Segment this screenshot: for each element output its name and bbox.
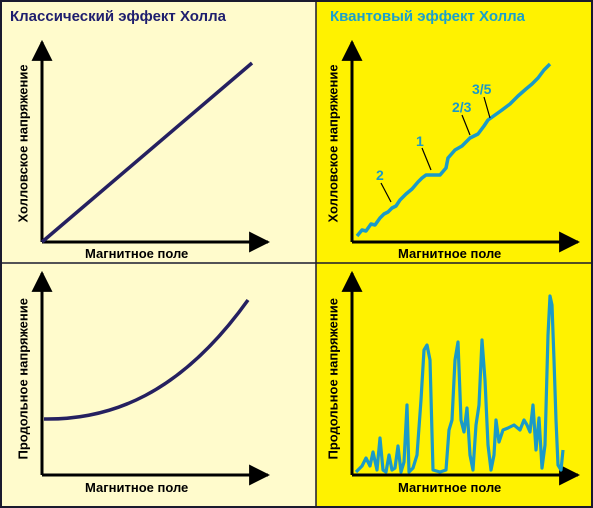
classic-longitudinal-y-label: Продольное напряжение — [15, 298, 31, 460]
plateau-leader-2-3 — [461, 114, 471, 136]
classic-hall-y-label: Холловское напряжение — [15, 64, 31, 223]
quantum-hall-y-label: Холловское напряжение — [325, 64, 341, 223]
classic-panel-background — [0, 0, 316, 508]
classic-hall-line — [40, 61, 254, 244]
plateau-label-1: 1 — [416, 133, 424, 149]
classic-longitudinal-x-label: Магнитное поле — [85, 480, 189, 495]
classic-hall-x-label: Магнитное поле — [85, 246, 189, 261]
plateau-leader-2 — [380, 182, 392, 203]
quantum-longitudinal-oscillation-curve — [354, 294, 565, 474]
quantum-panel-title: Квантовый эффект Холла — [330, 8, 526, 25]
classic-panel-title: Классический эффект Холла — [10, 8, 226, 25]
plateau-label-2: 2 — [376, 167, 384, 183]
plateau-leader-1 — [421, 147, 432, 171]
quantum-longitudinal-y-label: Продольное напряжение — [325, 298, 341, 460]
plateau-label-3-5: 3/5 — [472, 81, 492, 97]
classic-longitudinal-curve — [43, 298, 250, 421]
plateau-label-2-3: 2/3 — [452, 99, 472, 115]
quantum-longitudinal-x-label: Магнитное поле — [398, 480, 502, 495]
quantum-hall-x-label: Магнитное поле — [398, 246, 502, 261]
plateau-leader-3-5 — [483, 96, 491, 119]
quantum-hall-staircase-curve — [355, 62, 552, 238]
